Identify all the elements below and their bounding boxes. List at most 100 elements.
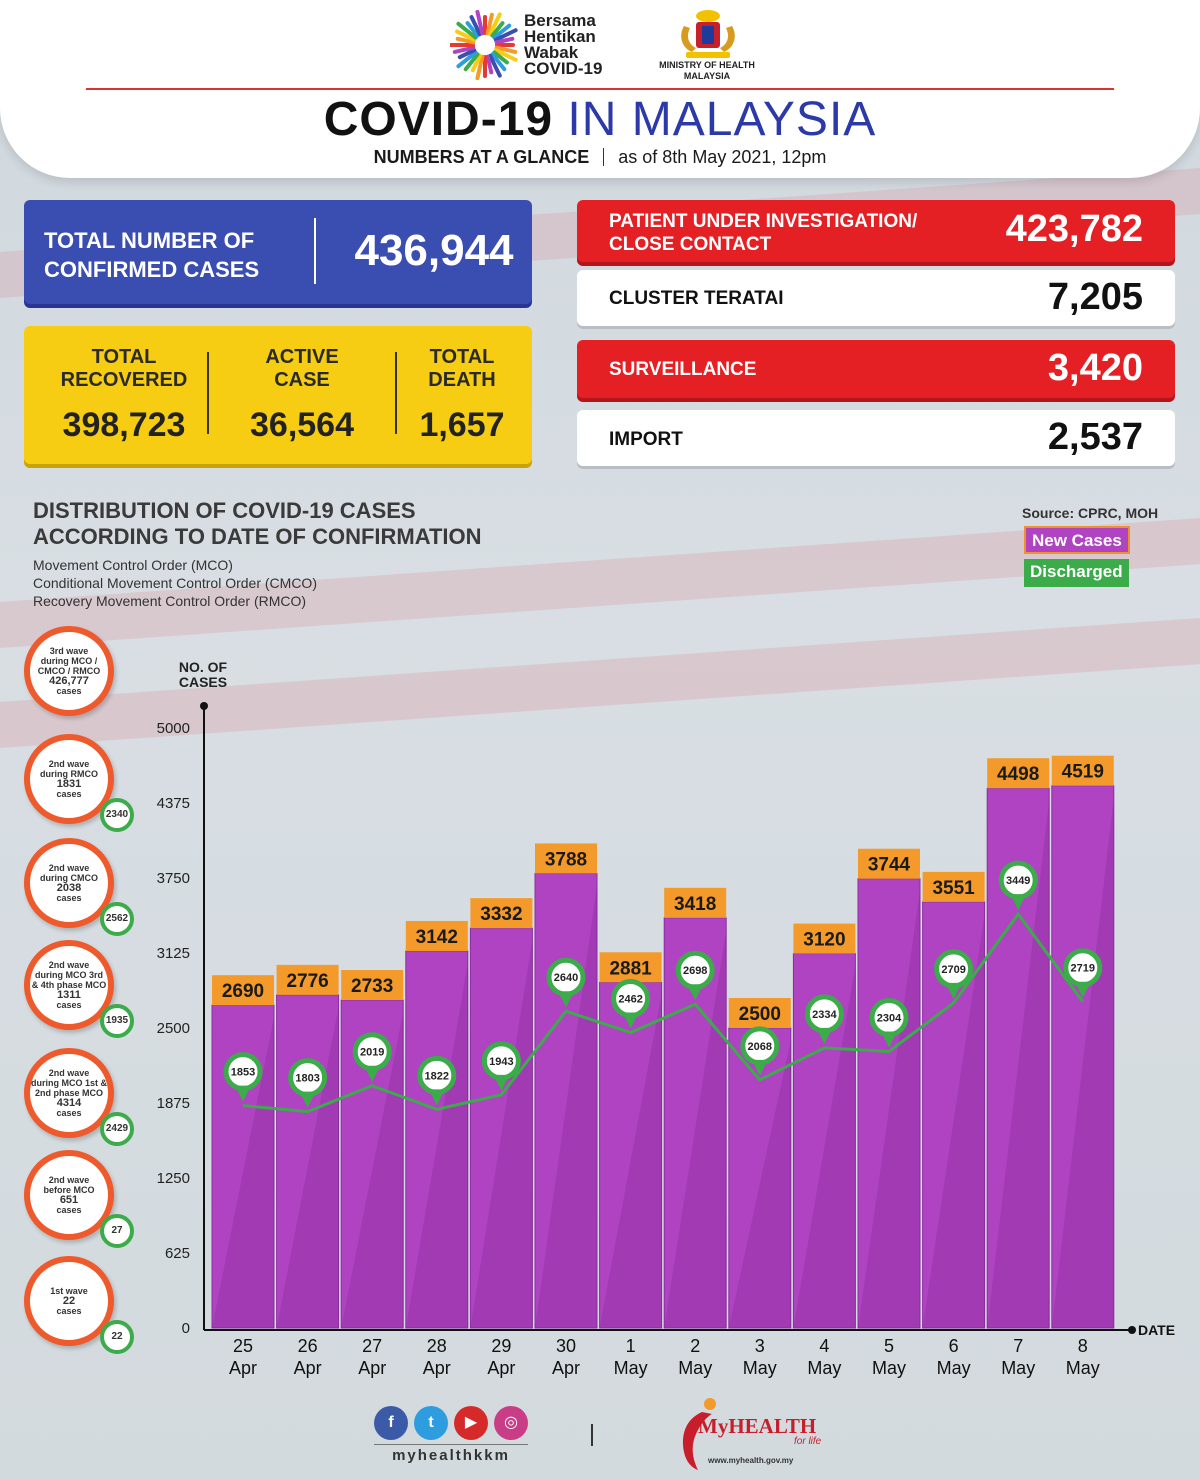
twitter-icon[interactable]: t <box>414 1406 448 1440</box>
y-axis-label: CASES <box>179 674 227 690</box>
x-tick-day: 6 <box>949 1336 959 1356</box>
bar-label-box <box>212 975 274 1006</box>
wave-discharged-badge: 2562 <box>100 902 134 936</box>
bar-value-label: 2733 <box>351 976 393 997</box>
discharged-line <box>242 911 1085 1114</box>
myhealth-url: www.myhealth.gov.my <box>708 1456 794 1465</box>
active-value: 36,564 <box>250 406 354 444</box>
active-stat: ACTIVE CASE 36,564 <box>212 346 392 445</box>
wave-unit: cases <box>56 789 82 799</box>
bar <box>469 927 533 1329</box>
wave-unit: cases <box>56 1000 82 1010</box>
discharged-pin <box>364 1065 381 1082</box>
surveillance-box: SURVEILLANCE 3,420 <box>577 340 1175 398</box>
wave-text: 1st wave 22 cases <box>30 1286 108 1316</box>
wave-line: during MCO 1st & <box>31 1078 107 1088</box>
wave-discharged-badge: 22 <box>100 1320 134 1354</box>
bar-value-label: 4498 <box>997 764 1039 785</box>
recovered-stat: TOTAL RECOVERED 398,723 <box>34 346 214 445</box>
facebook-icon[interactable]: f <box>374 1406 408 1440</box>
wave-circle: 2nd wave during RMCO 1831 cases <box>24 734 114 824</box>
x-tick-month: May <box>872 1358 906 1378</box>
wave-unit: cases <box>56 1205 82 1215</box>
wave-line: & 4th phase MCO <box>31 980 107 990</box>
wave-line: before MCO <box>43 1185 95 1195</box>
bar-shade <box>987 800 1050 1328</box>
cases-chart: NO. OFCASESDATE0625125018752500312537504… <box>157 659 1175 1378</box>
x-tick-month: May <box>1066 1358 1100 1378</box>
campaign-logo-text: Bersama Hentikan Wabak COVID-19 <box>524 11 603 78</box>
bar-label-box <box>858 848 920 879</box>
death-stat: TOTAL DEATH 1,657 <box>399 346 525 445</box>
discharged-pin <box>1074 981 1091 998</box>
x-tick-month: Apr <box>294 1358 322 1378</box>
discharged-pin <box>945 982 962 999</box>
myhealth-tagline: for life <box>794 1436 822 1447</box>
x-tick-day: 8 <box>1078 1336 1088 1356</box>
wave-unit: cases <box>56 893 82 903</box>
discharged-pin <box>299 1091 316 1108</box>
bar-label-box <box>599 952 662 983</box>
x-tick-month: Apr <box>229 1358 257 1378</box>
wave-discharged-badge: 2429 <box>100 1112 134 1146</box>
x-tick-day: 25 <box>233 1336 253 1356</box>
confirmed-cases-box: TOTAL NUMBER OF CONFIRMED CASES 436,944 <box>24 200 532 304</box>
wave-line: 2nd wave <box>48 759 90 769</box>
x-axis-label: DATE <box>1138 1322 1175 1338</box>
x-tick-day: 5 <box>884 1336 894 1356</box>
title-part-1: COVID-19 <box>323 93 554 146</box>
discharged-label: 2334 <box>812 1009 837 1021</box>
header-rule <box>86 88 1114 90</box>
death-value: 1,657 <box>419 406 505 444</box>
bar-label-box <box>1051 755 1114 786</box>
bar-label-box <box>728 998 791 1028</box>
x-tick-day: 28 <box>427 1336 447 1356</box>
discharged-label: 2640 <box>554 972 578 984</box>
wave-text: 2nd wave during MCO 1st & 2nd phase MCO 431… <box>30 1068 108 1118</box>
y-tick-label: 0 <box>182 1320 190 1337</box>
source-label: Source: CPRC, MOH <box>1022 505 1159 521</box>
x-tick-month: May <box>743 1358 777 1378</box>
bar-value-label: 2690 <box>222 981 264 1002</box>
instagram-icon[interactable]: ◎ <box>494 1406 528 1440</box>
y-tick-label: 1875 <box>157 1095 190 1112</box>
bar-label-box <box>987 758 1050 789</box>
wave-circle: 2nd wave during CMCO 2038 cases <box>24 838 114 928</box>
discharged-pin <box>235 1085 251 1102</box>
discharged-label: 2462 <box>618 994 642 1006</box>
wave-circle: 1st wave 22 cases <box>24 1256 114 1346</box>
youtube-icon[interactable]: ▶ <box>454 1406 488 1440</box>
x-tick-month: May <box>937 1358 971 1378</box>
y-tick-label: 4375 <box>157 795 190 812</box>
discharged-label: 2709 <box>941 964 965 976</box>
wave-count: 1311 <box>57 989 81 1001</box>
wave-text: 2nd wave before MCO 651 cases <box>30 1175 108 1215</box>
surveillance-label: SURVEILLANCE <box>609 359 757 380</box>
bar-label-box <box>276 964 339 995</box>
discharged-pin <box>1010 894 1027 911</box>
y-tick-label: 1250 <box>157 1170 190 1187</box>
active-label: ACTIVE CASE <box>265 346 339 391</box>
wave-unit: cases <box>56 1306 82 1316</box>
bar-label-box <box>793 923 856 954</box>
page-title: COVID-19 IN MALAYSIA <box>0 92 1200 147</box>
x-axis-end-dot <box>1128 1326 1136 1334</box>
discharged-label: 2019 <box>360 1047 384 1059</box>
pui-value: 423,782 <box>1005 208 1143 250</box>
y-axis-label: NO. OF <box>179 659 228 675</box>
y-tick-label: 2500 <box>157 1020 190 1037</box>
x-tick-month: May <box>807 1358 841 1378</box>
yellow-divider <box>395 352 397 434</box>
discharged-label: 2719 <box>1071 963 1095 975</box>
discharged-label: 2304 <box>877 1013 902 1025</box>
surveillance-value: 3,420 <box>1047 347 1143 389</box>
x-tick-month: May <box>1001 1358 1035 1378</box>
distribution-title: DISTRIBUTION OF COVID-19 CASES ACCORDING… <box>33 498 482 549</box>
x-tick-day: 30 <box>556 1336 576 1356</box>
bar-value-label: 3120 <box>803 930 845 951</box>
wave-text: 2nd wave during MCO 3rd & 4th phase MCO 131… <box>30 960 108 1010</box>
recovered-label: TOTAL RECOVERED <box>60 346 188 391</box>
confirmed-cases-label: TOTAL NUMBER OF CONFIRMED CASES <box>44 228 260 282</box>
wave-unit: cases <box>56 686 82 696</box>
yellow-divider <box>207 352 209 434</box>
